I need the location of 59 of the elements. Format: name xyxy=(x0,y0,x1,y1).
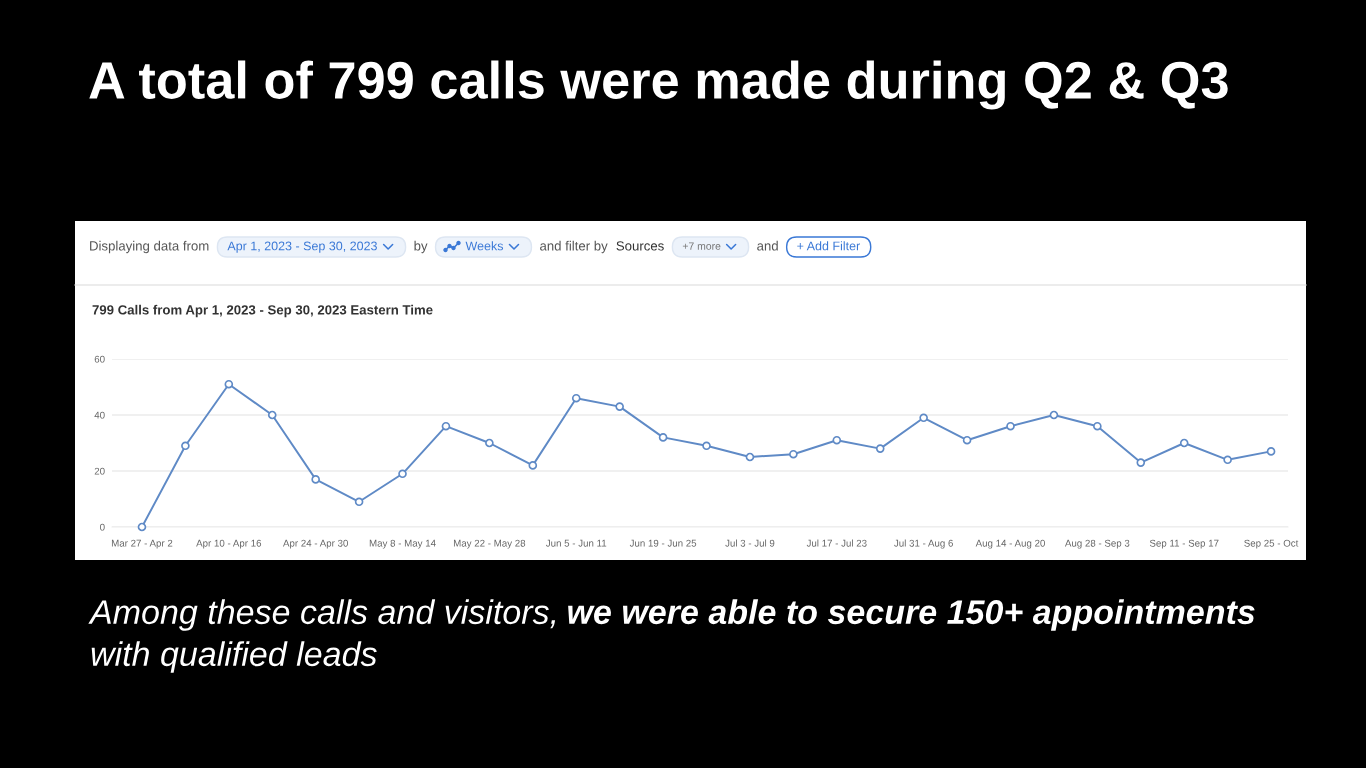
y-tick-label: 40 xyxy=(94,411,105,419)
point xyxy=(267,410,277,420)
point xyxy=(528,461,538,470)
point xyxy=(1006,421,1015,431)
point xyxy=(441,421,451,431)
x-tick-label: May 8 - May 14 xyxy=(369,539,436,549)
x-tick-label: Jun 5 - Jun 11 xyxy=(545,539,607,547)
x-tick-label: May 22 - May 28 xyxy=(453,539,526,549)
y-tick-label: 60 xyxy=(94,355,105,363)
point xyxy=(1049,410,1059,420)
x-tick-label: Jul 17 - Jul 23 xyxy=(806,539,867,547)
y-tick-label: 0 xyxy=(100,523,105,531)
x-tick-label: Apr 24 - Apr 30 xyxy=(283,539,348,549)
chart-title: A total of 799 calls were made during Q2 & Q3 xyxy=(89,60,1228,110)
point xyxy=(224,379,234,389)
point xyxy=(398,469,407,479)
text: and xyxy=(757,240,778,251)
text: we were able to secure 150+ appointments xyxy=(568,599,1255,631)
point xyxy=(658,433,668,442)
text: with qualified leads xyxy=(91,641,377,673)
point xyxy=(1179,438,1189,448)
text: Weeks xyxy=(465,241,504,251)
point xyxy=(485,438,494,448)
point xyxy=(702,441,711,451)
x-tick-label: Mar 27 - Apr 2 xyxy=(111,539,173,549)
point xyxy=(181,441,190,451)
text: Displaying data from xyxy=(90,240,209,254)
point xyxy=(1223,455,1232,465)
x-tick-label: Jul 3 - Jul 9 xyxy=(725,539,775,547)
x-tick-label: Sep 11 - Sep 17 xyxy=(1149,539,1219,549)
point xyxy=(137,522,147,532)
x-tick-label: Apr 10 - Apr 16 xyxy=(196,539,262,549)
point xyxy=(354,497,364,507)
point xyxy=(745,452,755,462)
text: Among these calls and visitors, xyxy=(88,599,556,631)
text: +7 more xyxy=(682,242,721,250)
point xyxy=(832,435,842,445)
point xyxy=(962,435,972,445)
x-tick-label: Jun 19 - Jun 25 xyxy=(629,539,697,547)
text: and filter by xyxy=(540,240,608,254)
point xyxy=(875,444,885,453)
chart-subtitle: 799 Calls from Apr 1, 2023 - Sep 30, 2023 Eastern Time xyxy=(92,304,433,318)
text: + Add Filter xyxy=(797,241,860,251)
point xyxy=(1136,458,1146,467)
text: by xyxy=(414,240,428,254)
x-tick-label: Aug 14 - Aug 20 xyxy=(975,539,1045,549)
x-tick-label: Sep 25 - Oct xyxy=(1244,539,1299,549)
text: Apr 1, 2023 - Sep 30, 2023 xyxy=(227,241,377,253)
point xyxy=(919,413,928,423)
point xyxy=(571,393,581,403)
y-tick-label: 20 xyxy=(94,467,105,475)
x-tick-label: Jul 31 - Aug 6 xyxy=(894,539,953,549)
point xyxy=(311,475,320,484)
point xyxy=(1093,421,1102,431)
text: Sources xyxy=(616,241,664,251)
point xyxy=(615,402,624,411)
point xyxy=(1266,447,1276,456)
point xyxy=(789,449,798,459)
x-tick-label: Aug 28 - Sep 3 xyxy=(1064,539,1130,549)
